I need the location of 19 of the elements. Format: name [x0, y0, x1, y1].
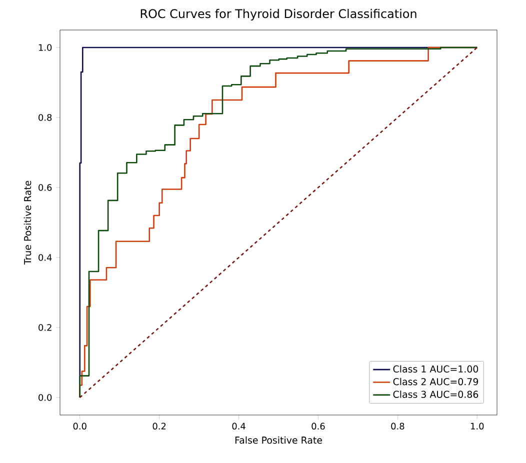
x-tick-label: 0.8	[391, 422, 404, 430]
chart-title: ROC Curves for Thyroid Disorder Classification	[140, 8, 416, 20]
x-axis-title: False Positive Rate	[235, 436, 322, 444]
y-tick-label: 0.8	[38, 114, 52, 121]
legend-label: Class 1 AUC=1.00	[393, 365, 478, 373]
legend-label: Class 2 AUC=0.79	[393, 378, 478, 386]
x-tick-label: 0.4	[232, 422, 246, 430]
y-tick-label: 0.0	[38, 394, 52, 401]
y-tick-label: 0.2	[38, 324, 52, 331]
y-tick-label: 0.4	[38, 254, 52, 261]
x-tick-label: 0.0	[73, 422, 86, 430]
y-tick-label: 1.0	[38, 44, 52, 51]
line-series	[79, 46, 478, 398]
x-tick-label: 0.6	[312, 422, 325, 430]
x-tick-label: 1.0	[470, 422, 484, 430]
x-tick-label: 0.2	[152, 422, 166, 430]
y-axis-title: True Positive Rate	[24, 180, 32, 265]
legend-label: Class 3 AUC=0.86	[393, 390, 478, 398]
y-tick-label: 0.6	[38, 184, 52, 191]
